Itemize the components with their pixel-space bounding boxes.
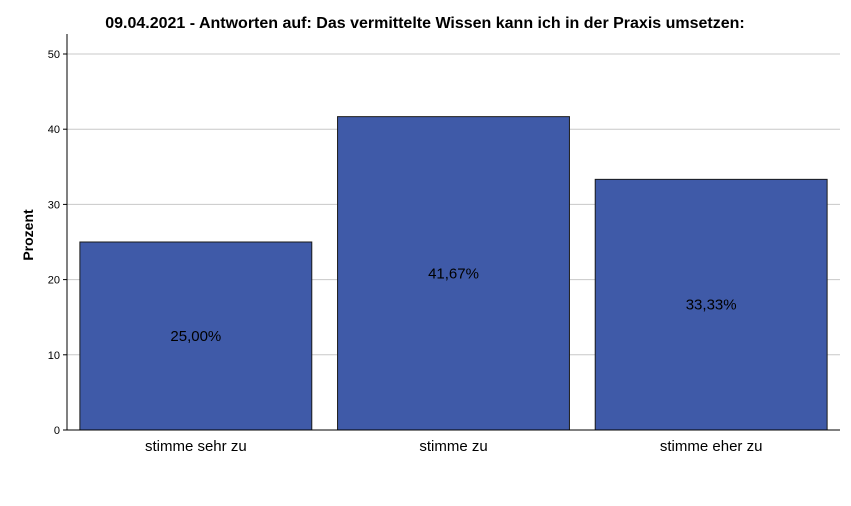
data-label: 33,33% bbox=[686, 297, 737, 314]
data-label: 41,67% bbox=[428, 265, 479, 282]
bar bbox=[79, 241, 313, 431]
y-tick-label: 10 bbox=[48, 350, 60, 362]
data-labels: 25,00% 41,67% 33,33% bbox=[170, 265, 736, 345]
bar bbox=[594, 178, 828, 431]
y-axis-label: Prozent bbox=[20, 209, 36, 261]
x-category-label: stimme sehr zu bbox=[145, 438, 247, 455]
y-tick-label: 40 bbox=[48, 124, 60, 136]
y-tick-label: 20 bbox=[48, 275, 60, 287]
data-label: 25,00% bbox=[170, 328, 221, 345]
x-category-label: stimme eher zu bbox=[660, 438, 763, 455]
y-tick-label: 0 bbox=[54, 425, 60, 437]
y-axis-ticks: 0 10 20 30 40 50 bbox=[48, 49, 67, 437]
bar bbox=[337, 116, 570, 431]
chart-title: 09.04.2021 - Antworten auf: Das vermitte… bbox=[105, 15, 744, 32]
y-tick-label: 30 bbox=[48, 199, 60, 211]
y-tick-label: 50 bbox=[48, 49, 60, 61]
bars bbox=[79, 116, 828, 431]
x-axis-labels: stimme sehr zu stimme zu stimme eher zu bbox=[145, 438, 762, 455]
axes bbox=[66, 34, 840, 431]
x-category-label: stimme zu bbox=[419, 438, 487, 455]
